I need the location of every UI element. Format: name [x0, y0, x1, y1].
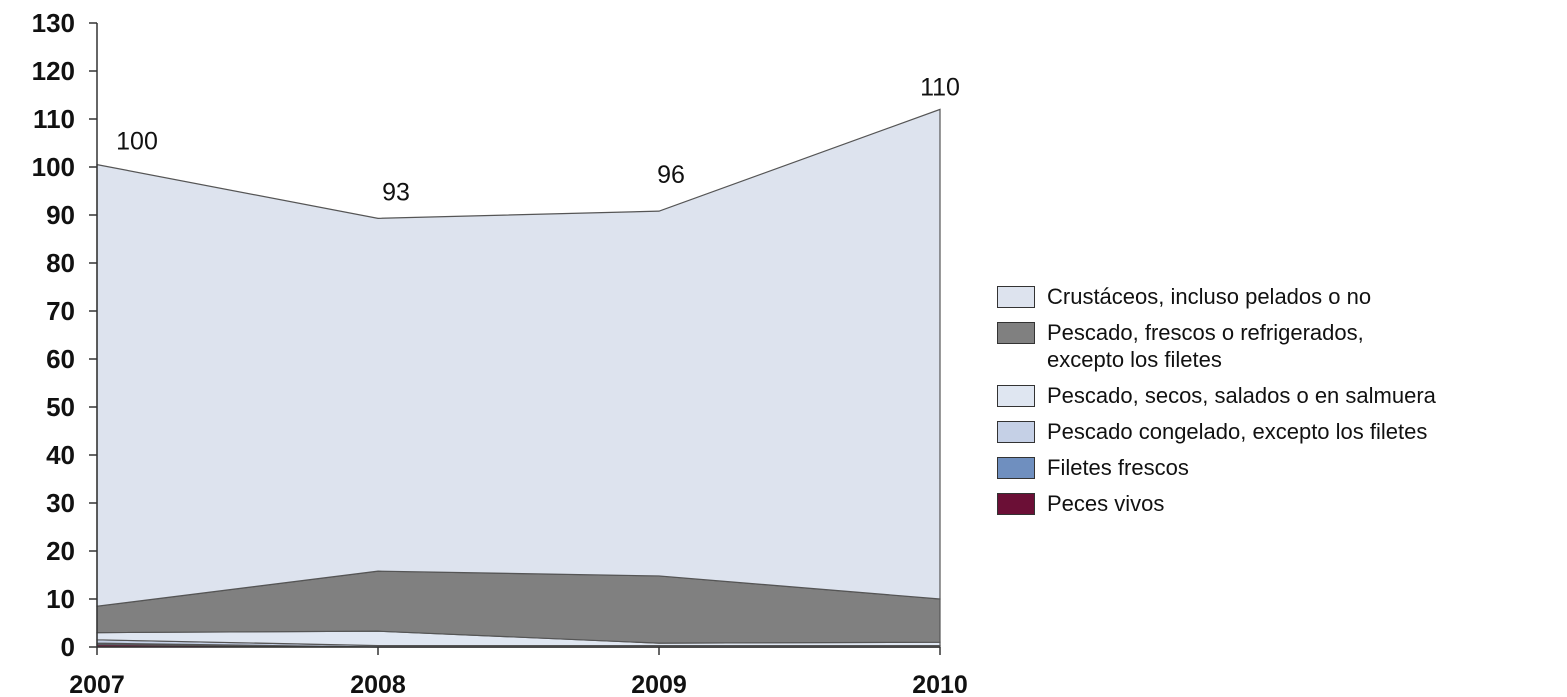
- x-tick-label: 2008: [350, 671, 406, 697]
- data-labels-group: 100 93 96 110: [116, 73, 960, 206]
- x-tick-label: 2007: [69, 671, 125, 697]
- legend-item: Crustáceos, incluso pelados o no: [997, 283, 1567, 310]
- y-tick-label: 90: [46, 200, 75, 230]
- legend: Crustáceos, incluso pelados o no Pescado,…: [997, 283, 1567, 526]
- area-crustaceos-incluso-pelados-o-no: [96, 108, 941, 607]
- y-tick-label: 130: [32, 8, 75, 38]
- x-tick-label: 2009: [631, 671, 687, 697]
- y-tick-label: 80: [46, 248, 75, 278]
- legend-item: Pescado, frescos o refrigerados, excepto…: [997, 319, 1567, 373]
- area-series-group: [96, 108, 941, 648]
- y-tick-label: 50: [46, 392, 75, 422]
- y-tick-label: 110: [33, 104, 75, 134]
- legend-label: Pescado, frescos o refrigerados, excepto…: [1047, 320, 1364, 372]
- y-tick-label: 40: [46, 440, 75, 470]
- legend-swatch: [997, 457, 1035, 479]
- data-label: 93: [382, 178, 410, 206]
- y-tick-label: 30: [46, 488, 75, 518]
- y-tick-label: 100: [32, 152, 75, 182]
- y-tick-label: 0: [61, 632, 75, 662]
- legend-swatch: [997, 421, 1035, 443]
- legend-item: Peces vivos: [997, 490, 1567, 517]
- legend-item: Filetes frescos: [997, 454, 1567, 481]
- legend-swatch: [997, 493, 1035, 515]
- legend-swatch: [997, 286, 1035, 308]
- x-tick-label: 2010: [912, 671, 968, 697]
- legend-label: Pescado, secos, salados o en salmuera: [1047, 383, 1436, 408]
- y-tick-label: 60: [46, 344, 75, 374]
- axes-group: 0 10 20 30 40 50 60 70 80 90 100 110 120 130 2007 2008 2…: [32, 8, 968, 697]
- y-tick-label: 70: [46, 296, 75, 326]
- legend-swatch: [997, 385, 1035, 407]
- legend-swatch: [997, 322, 1035, 344]
- legend-item: Pescado, secos, salados o en salmuera: [997, 382, 1567, 409]
- legend-label: Peces vivos: [1047, 491, 1165, 516]
- legend-label: Pescado congelado, excepto los filetes: [1047, 419, 1428, 444]
- y-tick-label: 120: [32, 56, 75, 86]
- y-tick-label: 10: [46, 584, 75, 614]
- legend-item: Pescado congelado, excepto los filetes: [997, 418, 1567, 445]
- legend-label: Crustáceos, incluso pelados o no: [1047, 284, 1372, 309]
- legend-label: Filetes frescos: [1047, 455, 1189, 480]
- y-tick-label: 20: [46, 536, 75, 566]
- data-label: 110: [920, 73, 960, 101]
- data-label: 96: [657, 161, 685, 189]
- data-label: 100: [116, 128, 158, 156]
